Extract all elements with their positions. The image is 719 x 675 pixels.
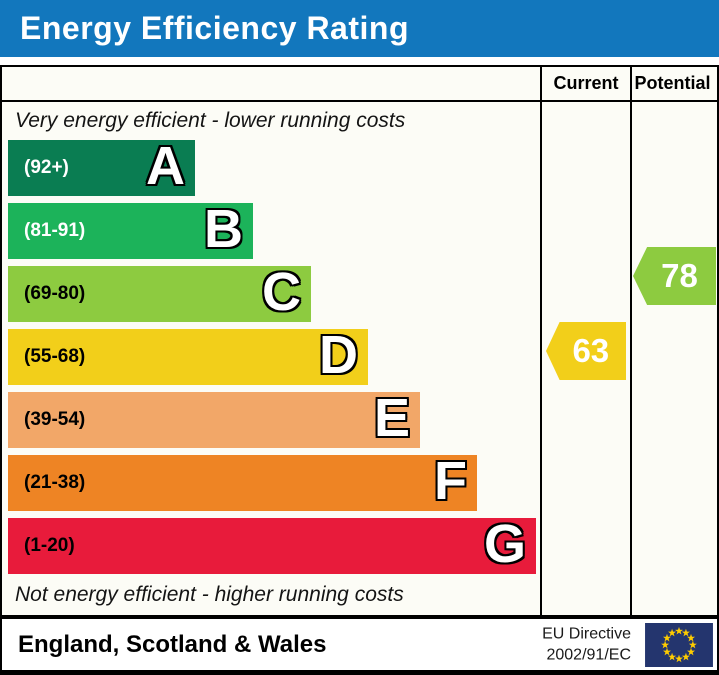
band-range-label: (92+) — [24, 157, 69, 178]
band-letter: F — [434, 450, 467, 511]
band-D: (55-68) D — [8, 324, 368, 385]
title-bar: Energy Efficiency Rating — [0, 0, 719, 57]
band-range-label: (39-54) — [24, 409, 86, 430]
band-G: (1-20) G — [8, 513, 536, 574]
current-rating-value: 63 — [572, 332, 610, 369]
band-B: (81-91) B — [8, 198, 253, 259]
band-letter: B — [204, 198, 243, 259]
column-header-current: Current — [553, 73, 619, 93]
current-rating-arrow: 63 — [546, 322, 626, 380]
band-range-label: (69-80) — [24, 283, 86, 304]
band-range-label: (81-91) — [24, 220, 86, 241]
potential-column-divider — [630, 67, 632, 615]
column-header-potential: Potential — [634, 73, 711, 93]
band-letter: C — [262, 261, 301, 322]
rating-table: Current Potential Very energy efficient … — [0, 65, 719, 617]
page-title: Energy Efficiency Rating — [20, 10, 409, 46]
bottom-note: Not energy efficient - higher running co… — [15, 583, 404, 606]
band-letter: D — [319, 324, 358, 385]
band-C: (69-80) C — [8, 261, 311, 322]
header-row-divider — [2, 100, 717, 102]
band-letter: A — [146, 135, 185, 196]
eu-directive-line1: EU Directive — [542, 624, 631, 642]
band-range-label: (1-20) — [24, 535, 75, 556]
band-A: (92+) A — [8, 135, 195, 196]
footer: England, Scotland & Wales EU Directive 2… — [0, 617, 719, 675]
band-letter: E — [373, 387, 410, 448]
potential-rating-value: 78 — [661, 257, 698, 294]
band-letter: G — [483, 513, 526, 574]
band-range-label: (21-38) — [24, 472, 86, 493]
band-F: (21-38) F — [8, 450, 477, 511]
top-note: Very energy efficient - lower running co… — [15, 109, 406, 132]
eu-flag-icon — [645, 622, 713, 667]
current-column-divider — [540, 67, 542, 615]
eu-directive-line2: 2002/91/EC — [546, 646, 631, 664]
band-range-label: (55-68) — [24, 346, 86, 367]
eu-directive-label: EU Directive 2002/91/EC — [542, 623, 631, 666]
potential-rating-arrow: 78 — [633, 247, 716, 305]
band-E: (39-54) E — [8, 387, 420, 448]
region-label: England, Scotland & Wales — [18, 630, 327, 658]
